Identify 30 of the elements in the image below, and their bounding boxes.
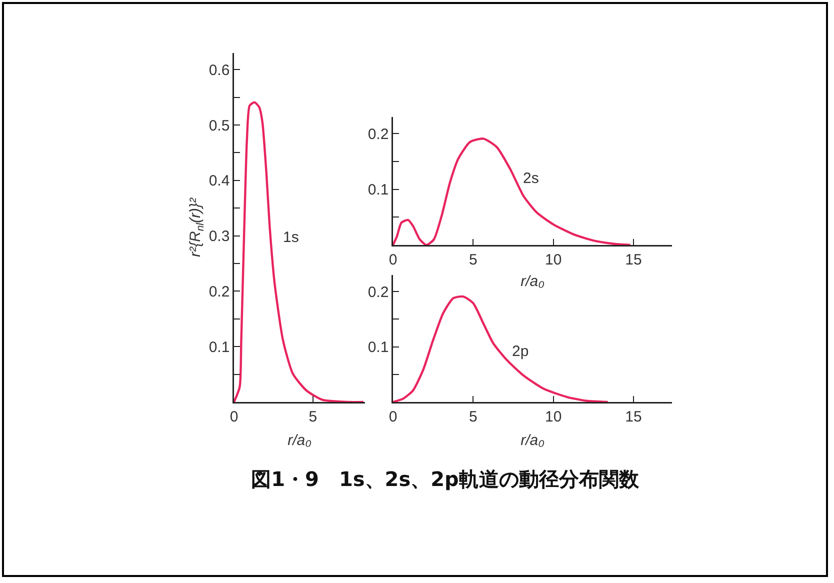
y-tick-label: 0.5 xyxy=(208,117,230,134)
series-label: 2s xyxy=(523,170,539,187)
y-tick-label: 0.4 xyxy=(208,172,230,190)
x-tick-label: 5 xyxy=(469,251,478,268)
y-tick-label: 0.1 xyxy=(368,339,389,356)
x-tick-label: 10 xyxy=(544,408,562,426)
caption: 図1・9 1s、2s、2p軌道の動径分布関数 xyxy=(250,466,640,493)
x-tick-label: 5 xyxy=(469,408,478,426)
x-tick-label: 0 xyxy=(230,408,238,426)
y-tick-label: 0.2 xyxy=(208,283,230,300)
series-label: 2p xyxy=(512,343,529,360)
x-tick-label: 0 xyxy=(388,408,398,426)
x-tick-label: 5 xyxy=(308,408,318,426)
y-tick-label: 0.3 xyxy=(208,228,230,246)
y-tick-label: 0.1 xyxy=(208,338,230,356)
x-axis-title: r/a₀ xyxy=(520,273,544,290)
line-series xyxy=(234,101,365,402)
y-tick-label: 0.2 xyxy=(368,284,389,301)
y-tick-label: 0.1 xyxy=(368,182,389,199)
x-tick-label: 15 xyxy=(625,408,642,426)
y-tick-label: 0.6 xyxy=(208,62,230,79)
x-axis-title: r/a₀ xyxy=(520,432,544,450)
x-tick-label: 10 xyxy=(544,251,562,268)
x-tick-label: 15 xyxy=(625,251,642,268)
line-series xyxy=(393,138,632,245)
y-tick-label: 0.2 xyxy=(368,126,389,143)
series-label: 1s xyxy=(283,229,299,246)
x-axis-title: r/a₀ xyxy=(288,432,312,450)
line-series xyxy=(393,295,609,402)
x-tick-label: 0 xyxy=(388,251,398,268)
